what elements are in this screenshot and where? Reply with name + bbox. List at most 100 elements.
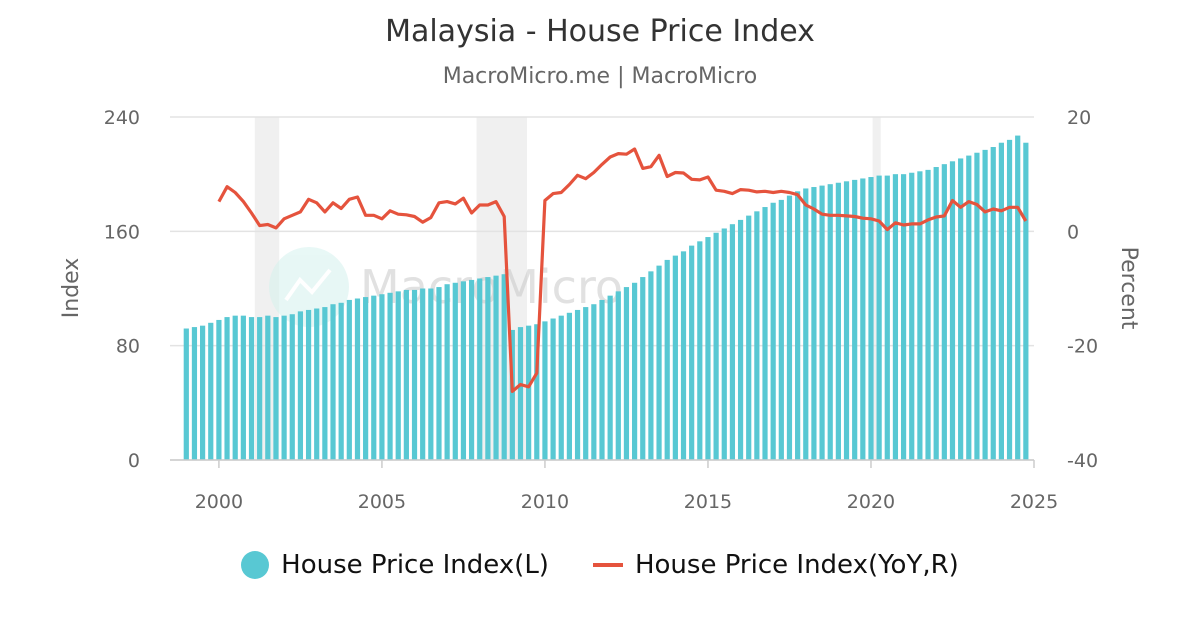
bar-93[interactable] (941, 164, 947, 460)
bar-26[interactable] (395, 291, 401, 460)
bar-60[interactable] (672, 255, 678, 460)
bar-58[interactable] (656, 265, 662, 460)
bar-28[interactable] (411, 289, 418, 460)
bar-38[interactable] (493, 275, 499, 460)
bar-37[interactable] (485, 277, 491, 460)
bar-39[interactable] (501, 274, 507, 460)
bar-0[interactable] (183, 328, 189, 460)
bar-90[interactable] (917, 171, 923, 460)
bar-27[interactable] (403, 289, 409, 460)
bar-103[interactable] (1023, 142, 1029, 460)
bar-52[interactable] (607, 295, 613, 460)
bar-72[interactable] (770, 202, 776, 460)
bar-78[interactable] (819, 185, 825, 460)
legend-item-bars[interactable]: House Price Index(L) (241, 550, 549, 580)
bar-23[interactable] (371, 295, 377, 460)
bar-46[interactable] (558, 315, 564, 460)
bar-64[interactable] (705, 237, 711, 460)
bar-15[interactable] (305, 309, 312, 460)
bar-41[interactable] (517, 327, 524, 460)
bar-51[interactable] (599, 299, 605, 460)
bar-45[interactable] (550, 318, 556, 460)
bar-82[interactable] (852, 179, 858, 460)
bar-71[interactable] (762, 207, 768, 460)
bar-66[interactable] (721, 228, 727, 460)
bar-87[interactable] (892, 174, 899, 460)
bar-89[interactable] (909, 172, 915, 461)
bar-81[interactable] (843, 181, 850, 460)
bar-40[interactable] (509, 329, 515, 460)
bar-36[interactable] (477, 278, 483, 460)
bar-11[interactable] (273, 317, 279, 460)
bar-49[interactable] (583, 307, 589, 460)
bar-99[interactable] (990, 147, 996, 460)
bar-98[interactable] (982, 149, 988, 460)
bar-97[interactable] (974, 152, 980, 460)
bar-79[interactable] (827, 184, 833, 460)
bar-54[interactable] (623, 287, 630, 460)
bar-12[interactable] (281, 315, 287, 460)
bar-74[interactable] (786, 195, 793, 460)
bar-102[interactable] (1015, 135, 1021, 460)
bar-24[interactable] (379, 294, 385, 460)
bar-68[interactable] (737, 219, 744, 460)
bar-65[interactable] (713, 232, 719, 460)
bar-1[interactable] (191, 327, 198, 460)
bar-100[interactable] (998, 142, 1004, 460)
bar-92[interactable] (933, 167, 939, 461)
bar-101[interactable] (1006, 139, 1013, 460)
bar-31[interactable] (436, 287, 442, 460)
bar-42[interactable] (526, 325, 532, 460)
bar-19[interactable] (338, 302, 344, 460)
bar-57[interactable] (648, 271, 654, 460)
bar-50[interactable] (591, 304, 597, 460)
bar-86[interactable] (884, 175, 890, 461)
bar-62[interactable] (689, 245, 695, 460)
bar-5[interactable] (224, 317, 230, 460)
bar-96[interactable] (966, 155, 972, 460)
bar-25[interactable] (387, 292, 393, 460)
bar-91[interactable] (925, 169, 931, 461)
bar-84[interactable] (868, 177, 874, 460)
bar-43[interactable] (534, 324, 540, 460)
bar-70[interactable] (754, 211, 760, 460)
bar-47[interactable] (566, 312, 572, 460)
bar-6[interactable] (232, 315, 238, 460)
bar-88[interactable] (900, 174, 907, 460)
bar-44[interactable] (542, 321, 548, 460)
bar-53[interactable] (615, 291, 621, 460)
bar-61[interactable] (680, 251, 687, 460)
bar-75[interactable] (795, 191, 801, 461)
bar-13[interactable] (289, 314, 295, 460)
bar-83[interactable] (860, 178, 866, 460)
bar-35[interactable] (468, 279, 475, 460)
bar-10[interactable] (265, 315, 271, 460)
bar-76[interactable] (803, 188, 809, 461)
bar-30[interactable] (428, 288, 434, 461)
legend-item-line[interactable]: House Price Index(YoY,R) (592, 550, 959, 580)
yoy-line[interactable] (217, 147, 1028, 393)
bar-29[interactable] (420, 288, 426, 461)
bar-48[interactable] (574, 309, 581, 460)
bar-22[interactable] (363, 297, 369, 460)
bar-21[interactable] (354, 298, 361, 460)
bar-73[interactable] (778, 199, 784, 460)
bar-18[interactable] (330, 304, 336, 460)
bar-67[interactable] (729, 224, 736, 460)
bar-7[interactable] (240, 315, 246, 460)
bar-16[interactable] (314, 308, 320, 460)
bar-34[interactable] (460, 281, 467, 460)
bar-32[interactable] (444, 284, 450, 460)
bar-69[interactable] (746, 215, 752, 460)
bar-55[interactable] (632, 282, 638, 460)
bar-56[interactable] (640, 277, 646, 460)
bar-63[interactable] (697, 241, 703, 460)
bar-59[interactable] (664, 259, 670, 460)
bar-2[interactable] (200, 325, 206, 460)
bar-17[interactable] (322, 307, 328, 460)
bar-3[interactable] (208, 322, 214, 460)
bar-8[interactable] (248, 317, 255, 460)
bar-80[interactable] (835, 182, 841, 460)
bar-94[interactable] (949, 161, 956, 460)
bar-85[interactable] (876, 175, 882, 461)
